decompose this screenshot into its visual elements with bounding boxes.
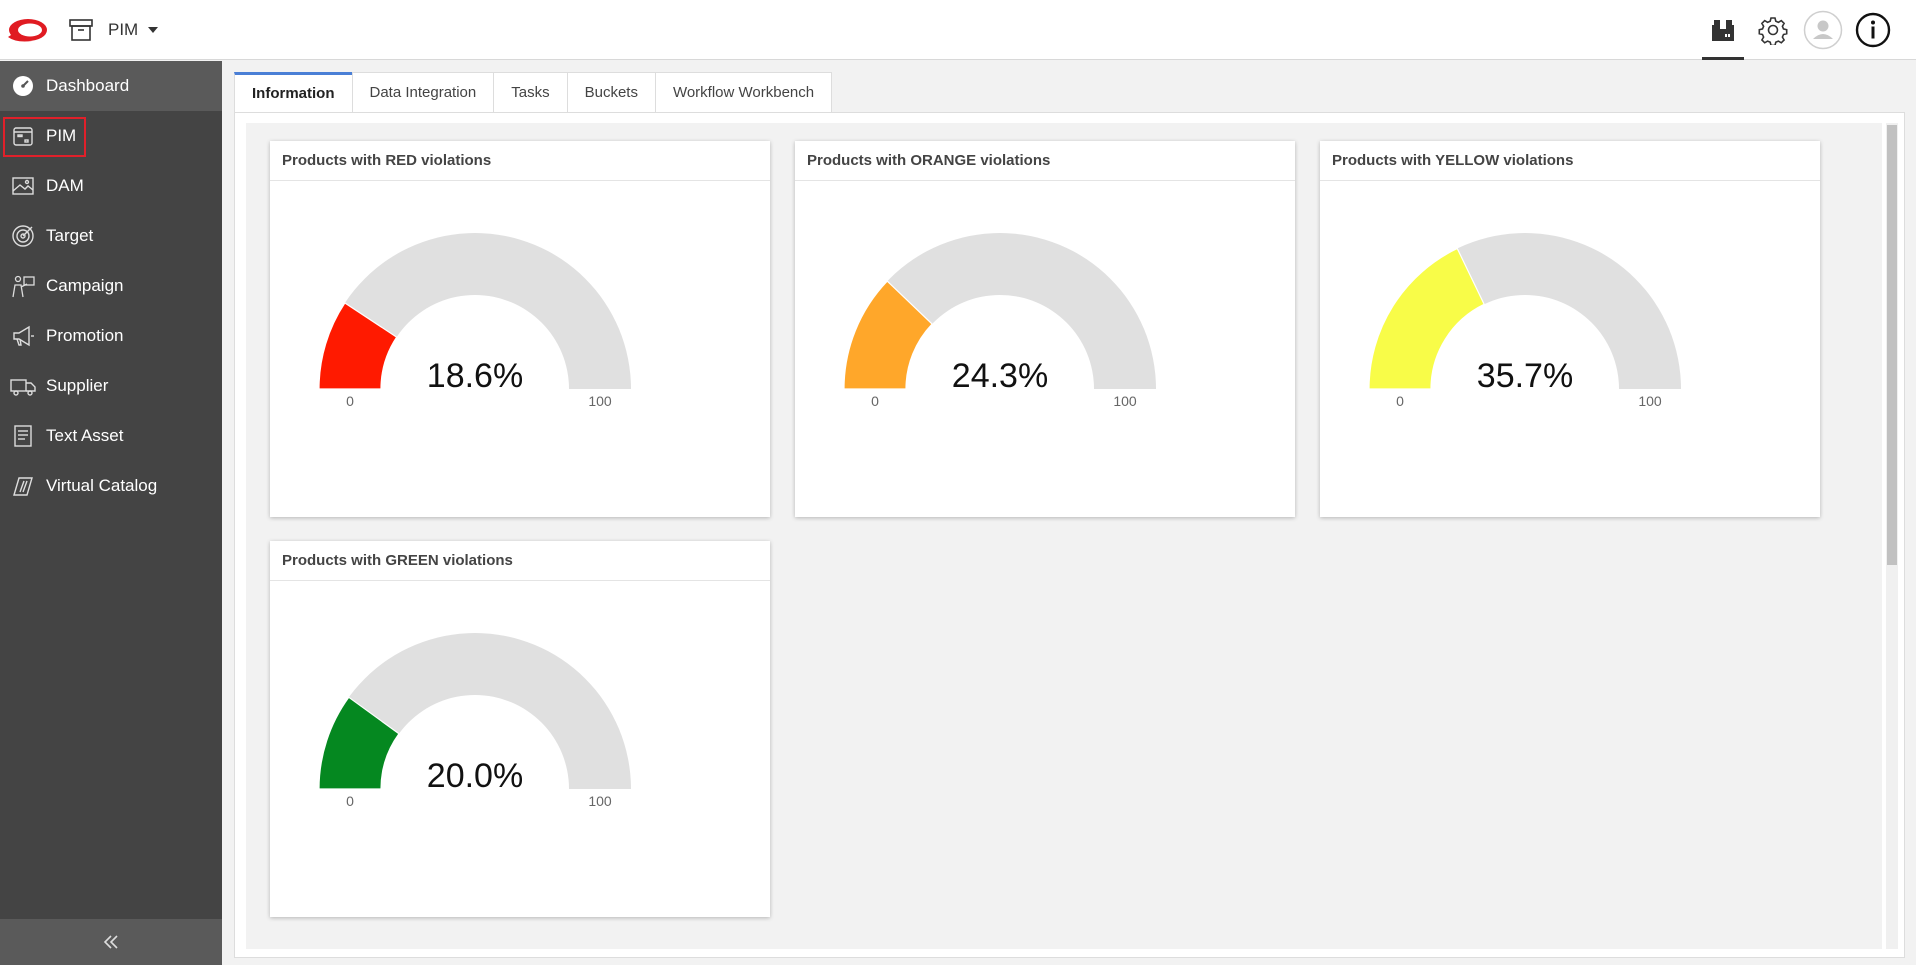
gauge-chart: 35.7% 0 100 — [1368, 233, 1681, 409]
sidebar-item-campaign[interactable]: Campaign — [0, 261, 222, 311]
gauge-min-label: 0 — [346, 793, 354, 809]
sidebar-item-virtual-catalog[interactable]: Virtual Catalog — [0, 461, 222, 511]
dashboard-icon — [10, 73, 36, 99]
gear-icon — [1758, 17, 1788, 45]
sidebar-item-promotion[interactable]: Promotion — [0, 311, 222, 361]
double-chevron-left-icon — [103, 935, 118, 949]
gauge-card-title: Products with GREEN violations — [270, 541, 770, 581]
gauge-value-arc — [318, 696, 400, 790]
tab-workflow-workbench[interactable]: Workflow Workbench — [654, 72, 833, 112]
dashboard-area: Products with RED violations 18.6% 0 100 P… — [246, 123, 1882, 949]
settings-button[interactable] — [1748, 0, 1798, 60]
vertical-scrollbar[interactable] — [1886, 123, 1898, 949]
gauge-chart: 18.6% 0 100 — [318, 233, 631, 409]
image-icon — [10, 173, 36, 199]
sidebar-item-label: Virtual Catalog — [46, 476, 158, 495]
catalog-icon — [10, 473, 36, 499]
product-box-button[interactable] — [1698, 0, 1748, 60]
gauge-chart: 24.3% 0 100 — [843, 233, 1156, 409]
gauge-card-yellow: Products with YELLOW violations 35.7% 0 10… — [1320, 141, 1820, 517]
information-panel: Products with RED violations 18.6% 0 100 P… — [234, 112, 1905, 958]
gauge-track — [319, 233, 631, 389]
sidebar-item-dashboard[interactable]: Dashboard — [0, 61, 222, 111]
gauge-max-label: 100 — [588, 793, 612, 809]
sidebar-item-label: Campaign — [46, 276, 124, 295]
archive-box-icon — [69, 19, 93, 41]
gauge-value-label: 18.6% — [427, 357, 523, 395]
sidebar-item-pim[interactable]: PIM — [0, 111, 222, 161]
sidebar-item-target[interactable]: Target — [0, 211, 222, 261]
selection-highlight — [3, 117, 86, 157]
gauge-track — [319, 633, 631, 789]
gauge-value-arc — [843, 280, 933, 390]
gauge-value-label: 24.3% — [952, 357, 1048, 395]
pim-icon — [10, 123, 36, 149]
sidebar-collapse-button[interactable] — [0, 919, 222, 965]
sidebar-item-label: Text Asset — [46, 426, 124, 445]
gauge-min-label: 0 — [871, 393, 879, 409]
scrollbar-thumb[interactable] — [1887, 125, 1897, 565]
info-button[interactable] — [1848, 0, 1898, 60]
gauge-value-arc — [318, 302, 398, 390]
product-box-icon — [1712, 20, 1734, 41]
info-icon — [1855, 12, 1891, 48]
brand-logo[interactable] — [6, 15, 50, 45]
top-bar: PIM — [0, 0, 1916, 60]
sidebar-item-supplier[interactable]: Supplier — [0, 361, 222, 411]
truck-icon — [10, 373, 36, 399]
app-switcher[interactable]: PIM — [68, 16, 159, 44]
sidebar-item-label: Promotion — [46, 326, 124, 345]
gauge-value-arc — [1368, 247, 1485, 390]
target-icon — [10, 223, 36, 249]
tab-buckets[interactable]: Buckets — [566, 72, 656, 112]
gauge-min-label: 0 — [1396, 393, 1404, 409]
gauge-card-green: Products with GREEN violations 20.0% 0 100 — [270, 541, 770, 917]
document-icon — [10, 423, 36, 449]
gauge-card-title: Products with RED violations — [270, 141, 770, 181]
gauge-card-title: Products with YELLOW violations — [1320, 141, 1820, 181]
sidebar-item-label: Supplier — [46, 376, 109, 395]
gauge-value-label: 20.0% — [427, 757, 523, 795]
sidebar-item-label: PIM — [46, 126, 77, 145]
gauge-max-label: 100 — [1638, 393, 1662, 409]
sidebar-item-label: DAM — [46, 176, 84, 195]
gauge-value-label: 35.7% — [1477, 357, 1573, 395]
gauge-chart: 20.0% 0 100 — [318, 633, 631, 809]
gauge-track — [844, 233, 1156, 389]
avatar — [1803, 10, 1843, 50]
sidebar: Dashboard PIM DAM Target Campaign Promot… — [0, 61, 222, 965]
sidebar-item-label: Dashboard — [46, 76, 130, 95]
tab-bar: Information Data Integration Tasks Bucke… — [234, 72, 833, 112]
tab-tasks[interactable]: Tasks — [493, 72, 568, 112]
main-content: Information Data Integration Tasks Bucke… — [234, 72, 1906, 962]
gauge-min-label: 0 — [346, 393, 354, 409]
sidebar-item-text-asset[interactable]: Text Asset — [0, 411, 222, 461]
gauge-card-red: Products with RED violations 18.6% 0 100 — [270, 141, 770, 517]
gauge-card-orange: Products with ORANGE violations 24.3% 0 10… — [795, 141, 1295, 517]
gauge-card-title: Products with ORANGE violations — [795, 141, 1295, 181]
tab-information[interactable]: Information — [234, 72, 353, 112]
chevron-down-icon — [148, 27, 159, 33]
user-avatar-button[interactable] — [1798, 0, 1848, 60]
app-switcher-label: PIM — [108, 20, 139, 39]
tab-data-integration[interactable]: Data Integration — [351, 72, 495, 112]
gauge-max-label: 100 — [588, 393, 612, 409]
campaign-icon — [10, 273, 36, 299]
sidebar-item-label: Target — [46, 226, 94, 245]
megaphone-icon — [10, 323, 36, 349]
sidebar-item-dam[interactable]: DAM — [0, 161, 222, 211]
gauge-max-label: 100 — [1113, 393, 1137, 409]
